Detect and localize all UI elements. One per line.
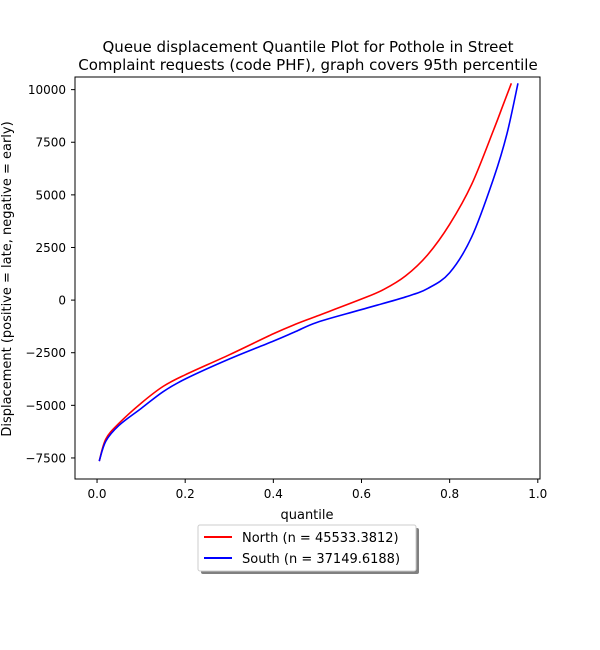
plot-frame (74, 76, 541, 480)
x-axis-label: quantile (280, 508, 333, 523)
x-tick-label: 0.4 (264, 487, 283, 501)
y-axis-label: Displacement (positive = late, negative … (0, 121, 15, 436)
y-tick-label: 10000 (28, 83, 66, 97)
chart-title-line-1: Queue displacement Quantile Plot for Pot… (103, 38, 514, 56)
chart-title-line-2: Complaint requests (code PHF), graph cov… (78, 56, 537, 74)
y-tick-label: −5000 (25, 399, 66, 413)
x-tick-label: 0.0 (87, 487, 106, 501)
y-axis: −7500 −5000 −2500 0 2500 5000 7500 10000 (25, 83, 75, 465)
x-tick-label: 0.6 (352, 487, 371, 501)
y-tick-label: 2500 (35, 241, 66, 255)
legend-label-south: South (n = 37149.6188) (242, 552, 400, 567)
legend: North (n = 45533.3812) South (n = 37149.… (197, 524, 419, 574)
x-axis: 0.0 0.2 0.4 0.6 0.8 1.0 (87, 479, 547, 501)
legend-label-north: North (n = 45533.3812) (242, 531, 399, 546)
x-tick-label: 0.8 (440, 487, 459, 501)
y-tick-label: 0 (58, 294, 66, 308)
y-tick-label: −2500 (25, 346, 66, 360)
x-tick-label: 0.2 (176, 487, 195, 501)
x-tick-label: 1.0 (528, 487, 547, 501)
y-tick-label: 5000 (35, 188, 66, 202)
y-tick-label: −7500 (25, 451, 66, 465)
series-layer (98, 83, 519, 462)
y-tick-label: 7500 (35, 136, 66, 150)
series-line-north (98, 83, 513, 462)
legend-box (197, 524, 417, 572)
series-line-south (98, 83, 519, 462)
